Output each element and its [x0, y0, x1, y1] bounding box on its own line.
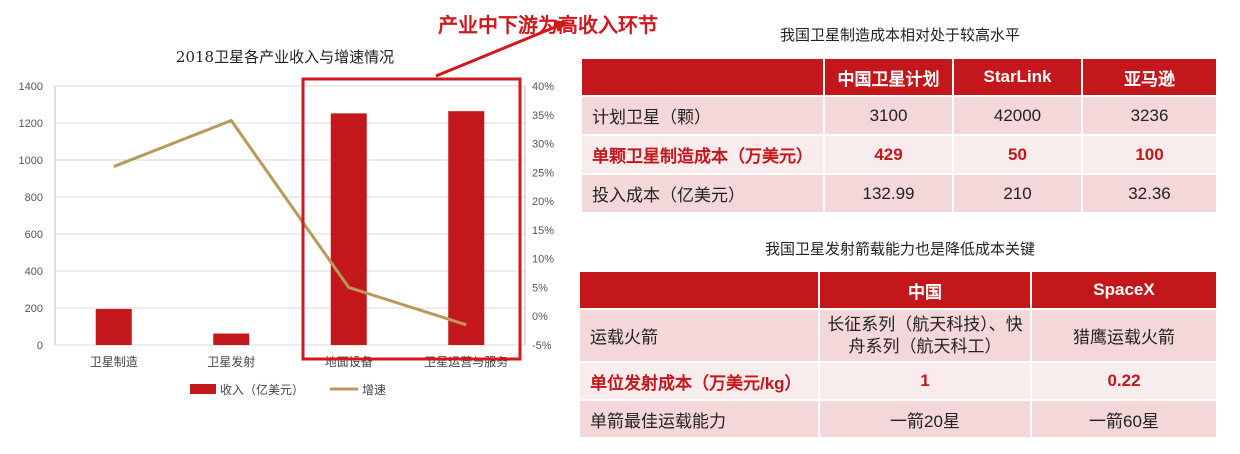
row-label: 计划卫星（颗） [580, 95, 825, 136]
bar [330, 113, 367, 345]
callout-text: 产业中下游为高收入环节 [438, 15, 658, 37]
legend-label: 收入（亿美元） [220, 382, 304, 397]
y-tick-label: 600 [25, 229, 43, 241]
table-header-cell: 亚马逊 [1081, 57, 1218, 97]
cost-table: 中国卫星计划 StarLink 亚马逊 计划卫星（颗） 3100 42000 3… [580, 57, 1218, 214]
y-tick-label: 1400 [19, 81, 43, 93]
callout-arrow [435, 23, 561, 78]
highlight-box [301, 77, 522, 361]
table-header-cell [580, 57, 825, 97]
x-tick-label: 卫星制造 [90, 355, 138, 369]
y-tick-label: 1000 [19, 155, 43, 167]
y2-tick-label: 15% [532, 225, 554, 237]
bar [95, 308, 132, 345]
table-header-row: 中国 SpaceX [578, 270, 1218, 310]
x-tick-label: 卫星运营与服务 [424, 354, 508, 369]
table-cell: 210 [952, 173, 1083, 214]
row-label: 投入成本（亿美元） [580, 173, 825, 214]
table-cell: 猎鹰运载火箭 [1030, 308, 1218, 363]
table-cell: 1 [818, 361, 1032, 401]
table1-title: 我国卫星制造成本相对处于较高水平 [779, 26, 1020, 44]
y-tick-label: 400 [25, 266, 43, 278]
table-cell: 一箭60星 [1030, 399, 1218, 439]
y2-tick-label: -5% [532, 340, 552, 352]
table-header-row: 中国卫星计划 StarLink 亚马逊 [580, 57, 1218, 97]
y2-tick-label: 0% [532, 311, 548, 323]
table-row-highlight: 单颗卫星制造成本（万美元） 429 50 100 [580, 134, 1218, 175]
table-header-cell: 中国卫星计划 [823, 57, 954, 97]
row-label: 运载火箭 [578, 308, 820, 363]
table-cell: 50 [952, 134, 1083, 175]
legend-swatch-bar [190, 384, 216, 394]
bar [448, 111, 485, 345]
chart-title: 2018卫星各产业收入与增速情况 [175, 48, 395, 66]
y-tick-label: 800 [25, 192, 43, 204]
y-tick-label: 1200 [19, 118, 43, 130]
table-cell: 3100 [823, 95, 954, 136]
row-label: 单箭最佳运载能力 [578, 399, 820, 439]
x-tick-label: 地面设备 [325, 355, 373, 369]
y2-tick-label: 40% [532, 81, 554, 93]
y-tick-label: 0 [37, 340, 43, 352]
y2-tick-label: 30% [532, 139, 554, 151]
table-header-cell [578, 270, 820, 310]
y2-tick-label: 35% [532, 110, 554, 122]
table-cell: 132.99 [823, 173, 954, 214]
table-row: 计划卫星（颗） 3100 42000 3236 [580, 95, 1218, 136]
table-row: 运载火箭 长征系列（航天科技）、快舟系列（航天科工） 猎鹰运载火箭 [578, 308, 1218, 363]
table-cell: 42000 [952, 95, 1083, 136]
table-header-cell: StarLink [952, 57, 1083, 97]
legend-label: 增速 [362, 383, 386, 397]
table-cell: 3236 [1081, 95, 1218, 136]
table-row: 单箭最佳运载能力 一箭20星 一箭60星 [578, 399, 1218, 439]
table-cell: 32.36 [1081, 173, 1218, 214]
y2-tick-label: 20% [532, 196, 554, 208]
y2-tick-label: 25% [532, 167, 554, 179]
arrow-head-icon [553, 20, 568, 32]
table-cell: 0.22 [1030, 361, 1218, 401]
row-label: 单颗卫星制造成本（万美元） [580, 134, 825, 175]
table-cell: 一箭20星 [818, 399, 1032, 439]
chart: 0 200 400 600 800 1000 1200 1400 -5% 0% 5% 10% 15% 2… [19, 20, 568, 397]
row-label: 单位发射成本（万美元/kg） [578, 361, 820, 401]
table-header-cell: SpaceX [1030, 270, 1218, 310]
table-header-cell: 中国 [818, 270, 1032, 310]
table-row-highlight: 单位发射成本（万美元/kg） 1 0.22 [578, 361, 1218, 401]
table-cell: 100 [1081, 134, 1218, 175]
table-cell: 长征系列（航天科技）、快舟系列（航天科工） [818, 308, 1032, 363]
bar [213, 333, 250, 345]
y2-tick-label: 5% [532, 282, 548, 294]
y2-tick-label: 10% [532, 254, 554, 266]
y-tick-label: 200 [25, 303, 43, 315]
table-cell: 429 [823, 134, 954, 175]
growth-line [113, 119, 467, 327]
table-row: 投入成本（亿美元） 132.99 210 32.36 [580, 173, 1218, 214]
table2-title: 我国卫星发射箭载能力也是降低成本关键 [764, 240, 1035, 258]
x-tick-label: 卫星发射 [207, 354, 255, 369]
launch-table: 中国 SpaceX 运载火箭 长征系列（航天科技）、快舟系列（航天科工） 猎鹰运… [578, 270, 1218, 439]
